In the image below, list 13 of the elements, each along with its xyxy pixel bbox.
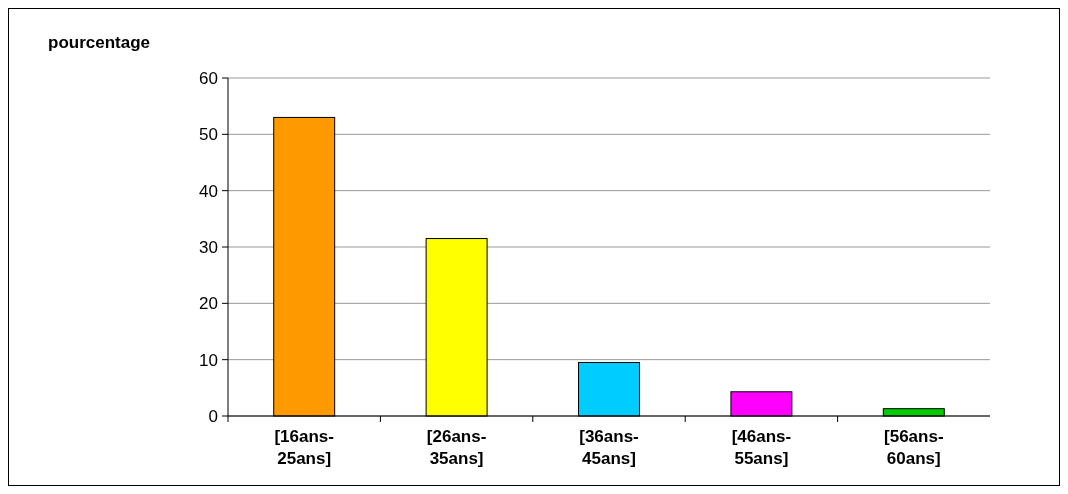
y-tick-label: 60 — [199, 68, 218, 88]
y-tick-label: 50 — [199, 125, 218, 145]
x-tick-label: [36ans-45ans] — [579, 427, 639, 468]
x-tick-label: [26ans-35ans] — [426, 427, 487, 468]
y-tick-label: 40 — [199, 181, 218, 201]
y-axis-title: pourcentage — [48, 33, 151, 52]
y-tick-label: 20 — [199, 294, 218, 314]
y-tick-label: 0 — [208, 406, 218, 426]
y-tick-label: 10 — [199, 350, 218, 370]
x-tick-label: [56ans-60ans] — [884, 427, 944, 468]
y-tick-label: 30 — [199, 237, 218, 257]
x-tick-label: [16ans-25ans] — [274, 427, 334, 468]
x-tick-label: [46ans-55ans] — [731, 427, 792, 468]
